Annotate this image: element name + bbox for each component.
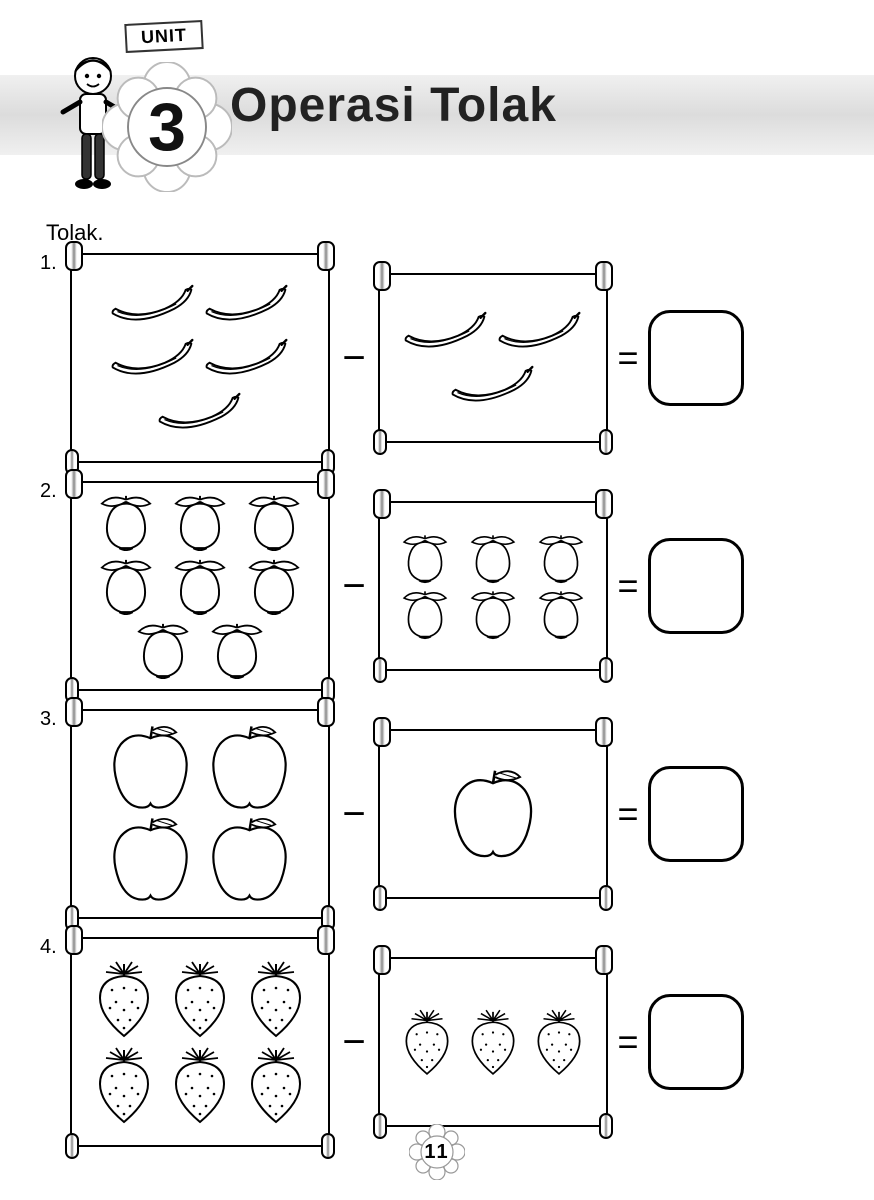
roseapple-icon xyxy=(393,532,457,584)
answer-box[interactable] xyxy=(648,310,744,406)
problem-row: 2. − = xyxy=(40,476,840,696)
minus-operator: − xyxy=(330,792,378,837)
apple-icon xyxy=(202,724,297,812)
roseapple-icon xyxy=(529,588,593,640)
answer-box[interactable] xyxy=(648,766,744,862)
apple-icon xyxy=(443,767,543,862)
minus-operator: − xyxy=(330,336,378,381)
strawberry-icon xyxy=(88,1044,160,1126)
page-number: 11 xyxy=(424,1141,449,1164)
roseapple-icon xyxy=(461,588,525,640)
banana-icon xyxy=(108,279,198,329)
equals-operator: = xyxy=(608,793,648,835)
minuend-box xyxy=(70,481,330,691)
problem-row: 1. − = xyxy=(40,248,840,468)
banana-icon xyxy=(448,360,538,410)
strawberry-icon xyxy=(462,1006,524,1078)
banana-icon xyxy=(401,306,491,356)
problems-container: 1. − = 2. − = 3. − xyxy=(40,248,840,1152)
page-number-badge: 11 xyxy=(409,1124,465,1180)
roseapple-icon xyxy=(239,556,309,616)
minuend-box xyxy=(70,253,330,463)
strawberry-icon xyxy=(164,958,236,1040)
equals-operator: = xyxy=(608,1021,648,1063)
roseapple-icon xyxy=(239,492,309,552)
banana-icon xyxy=(108,333,198,383)
subtrahend-box xyxy=(378,957,608,1127)
banana-icon xyxy=(495,306,585,356)
roseapple-icon xyxy=(202,620,272,680)
roseapple-icon xyxy=(529,532,593,584)
roseapple-icon xyxy=(393,588,457,640)
minuend-box xyxy=(70,937,330,1147)
roseapple-icon xyxy=(128,620,198,680)
problem-row: 3. − = xyxy=(40,704,840,924)
roseapple-icon xyxy=(91,556,161,616)
strawberry-icon xyxy=(396,1006,458,1078)
answer-box[interactable] xyxy=(648,994,744,1090)
strawberry-icon xyxy=(528,1006,590,1078)
roseapple-icon xyxy=(165,556,235,616)
strawberry-icon xyxy=(88,958,160,1040)
page-title: Operasi Tolak xyxy=(230,78,557,133)
instruction-text: Tolak. xyxy=(46,220,840,246)
unit-label-tab: UNIT xyxy=(124,20,203,53)
minus-operator: − xyxy=(330,564,378,609)
banana-icon xyxy=(202,279,292,329)
subtrahend-box xyxy=(378,273,608,443)
apple-icon xyxy=(202,816,297,904)
strawberry-icon xyxy=(240,1044,312,1126)
banana-icon xyxy=(155,387,245,437)
unit-label: UNIT xyxy=(140,25,187,47)
strawberry-icon xyxy=(240,958,312,1040)
problem-row: 4. − = xyxy=(40,932,840,1152)
banana-icon xyxy=(202,333,292,383)
minus-operator: − xyxy=(330,1020,378,1065)
roseapple-icon xyxy=(91,492,161,552)
strawberry-icon xyxy=(164,1044,236,1126)
apple-icon xyxy=(103,816,198,904)
minuend-box xyxy=(70,709,330,919)
subtrahend-box xyxy=(378,729,608,899)
apple-icon xyxy=(103,724,198,812)
unit-number: 3 xyxy=(102,62,232,192)
equals-operator: = xyxy=(608,337,648,379)
worksheet-content: Tolak. 1. − = 2. − = 3. − xyxy=(40,220,840,1160)
roseapple-icon xyxy=(461,532,525,584)
subtrahend-box xyxy=(378,501,608,671)
answer-box[interactable] xyxy=(648,538,744,634)
roseapple-icon xyxy=(165,492,235,552)
equals-operator: = xyxy=(608,565,648,607)
